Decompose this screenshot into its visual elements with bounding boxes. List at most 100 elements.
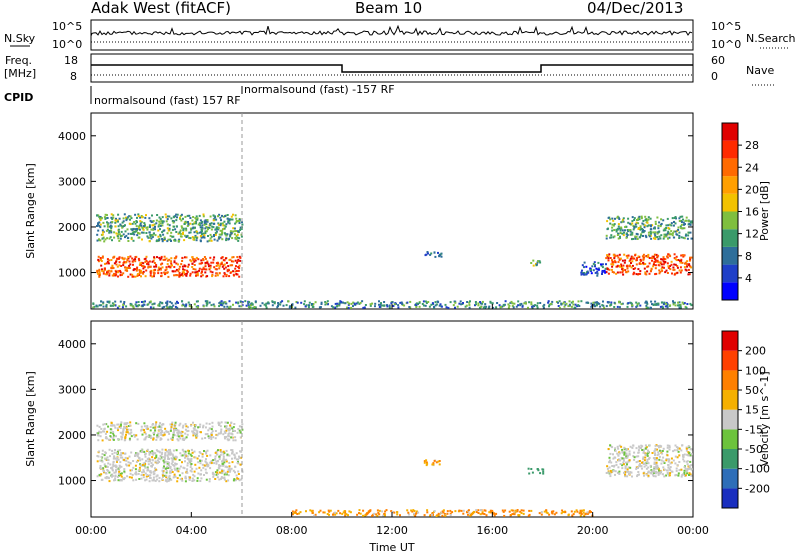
echo-cell-evening-band [686, 453, 689, 456]
echo-cell-dawn-band [196, 270, 199, 273]
echo-cell-dawn-upper [129, 424, 132, 427]
echo-cell-dawn-upper [166, 240, 169, 243]
echo-cell-ground-near [468, 306, 471, 309]
echo-cell-evening-band [637, 471, 640, 473]
echo-cell-ground-near [551, 512, 554, 515]
echo-cell-ground-near [396, 511, 399, 514]
echo-cell-ground-near [557, 301, 559, 304]
echo-cell-ground-near [530, 303, 533, 306]
echo-cell-dawn-upper [116, 219, 119, 222]
echo-cell-dawn-band [223, 461, 226, 464]
echo-cell-dawn-upper [195, 215, 198, 218]
echo-cell-evening-band [637, 455, 640, 458]
echo-cell-dawn-upper [168, 224, 171, 227]
echo-cell-dawn-upper [192, 427, 195, 430]
echo-cell-dawn-upper [204, 426, 207, 429]
echo-cell-evening-upper [634, 237, 637, 240]
nsearch-tick-bottom: 10^0 [711, 38, 741, 51]
echo-cell-ground-near [588, 511, 591, 514]
echo-cell-dawn-band [112, 256, 115, 259]
echo-cell-dawn-upper [194, 236, 197, 239]
y-tick-label: 1000 [58, 475, 86, 488]
echo-cell-evening-band [625, 457, 628, 459]
echo-cell-ground-near [639, 304, 642, 307]
echo-cell-dawn-band [170, 468, 173, 471]
echo-cell-ground-near [586, 511, 589, 514]
echo-cell-dawn-upper [171, 423, 173, 426]
echo-cell-evening-band [629, 259, 632, 262]
echo-cell-dawn-band [147, 263, 150, 266]
echo-cell-ground-near [358, 509, 361, 512]
echo-cell-dawn-upper [117, 225, 120, 228]
echo-cell-dawn-band [189, 476, 192, 479]
echo-cell-evening-band [624, 471, 627, 474]
echo-cell-dawn-band [108, 448, 111, 451]
echo-cell-ground-near [308, 304, 310, 307]
echo-cell-ground-near [499, 306, 502, 308]
echo-cell-dawn-band [181, 479, 184, 482]
echo-cell-evening-band [665, 459, 668, 462]
echo-cell-dawn-band [184, 480, 187, 483]
echo-cell-dawn-band [237, 458, 240, 461]
echo-cell-evening-upper [611, 223, 614, 226]
echo-cell-ground-near [543, 303, 546, 306]
echo-cell-patch-1 [430, 252, 433, 255]
echo-cell-evening-band [611, 465, 614, 467]
echo-cell-evening-band [616, 445, 619, 448]
echo-cell-dawn-band [222, 275, 225, 278]
echo-cell-dawn-band [232, 270, 235, 273]
echo-cell-evening-band [646, 458, 649, 461]
echo-cell-dawn-upper [148, 240, 151, 243]
echo-cell-dawn-upper [207, 235, 209, 237]
echo-cell-dawn-band [237, 470, 240, 473]
echo-cell-dawn-band [144, 463, 147, 465]
echo-cell-dawn-upper [230, 436, 233, 439]
echo-cell-evening-upper [687, 231, 690, 234]
echo-cell-ground-near [98, 304, 101, 307]
echo-cell-evening-band [687, 454, 690, 457]
echo-cell-dawn-band [169, 478, 172, 481]
echo-cell-dawn-upper [96, 239, 99, 242]
echo-cell-ground-near [489, 509, 492, 512]
echo-cell-dawn-band [185, 455, 188, 458]
echo-cell-evening-upper [654, 231, 657, 234]
echo-cell-dawn-upper [198, 231, 201, 234]
echo-cell-dawn-band [178, 275, 181, 278]
echo-cell-dawn-band [221, 451, 224, 454]
nsearch-tick-top: 10^5 [711, 20, 741, 33]
echo-cell-ground-near [449, 512, 452, 515]
echo-cell-dawn-band [134, 453, 137, 456]
echo-cell-dawn-band [102, 467, 104, 470]
echo-cell-dawn-band [96, 455, 99, 457]
echo-cell-dawn-band [191, 451, 194, 454]
echo-cell-dawn-band [226, 473, 228, 476]
echo-cell-evening-band [683, 469, 686, 472]
echo-cell-ground-near [580, 300, 583, 303]
echo-cell-dawn-upper [213, 222, 216, 225]
echo-cell-ground-near [413, 510, 416, 512]
echo-cell-evening-band [662, 256, 665, 259]
echo-cell-evening-band [612, 469, 615, 472]
echo-cell-dawn-band [206, 261, 209, 264]
echo-cell-ground-near [371, 302, 374, 305]
echo-cell-evening-band [627, 254, 630, 257]
echo-cell-dawn-upper [166, 218, 169, 221]
echo-cell-dawn-band [227, 479, 230, 482]
echo-cell-dawn-band [136, 266, 139, 269]
echo-cell-evening-upper [683, 227, 686, 230]
echo-cell-ground-near [219, 301, 222, 304]
echo-cell-evening-band [626, 256, 629, 259]
echo-cell-dawn-band [138, 456, 140, 459]
echo-cell-evening-upper [660, 234, 663, 237]
echo-cell-ground-near [636, 304, 639, 307]
echo-cell-evening-band [658, 469, 660, 472]
echo-cell-dawn-band [180, 454, 183, 457]
colorbar-tick-label: 100 [745, 364, 766, 377]
echo-cell-ground-near [645, 306, 648, 309]
echo-cell-ground-near [373, 512, 376, 515]
echo-cell-dawn-band [239, 463, 242, 466]
echo-cell-ground-near [579, 511, 582, 514]
echo-cell-dawn-upper [194, 226, 196, 229]
echo-cell-evening-band [668, 446, 671, 449]
echo-cell-dawn-band [109, 455, 111, 458]
